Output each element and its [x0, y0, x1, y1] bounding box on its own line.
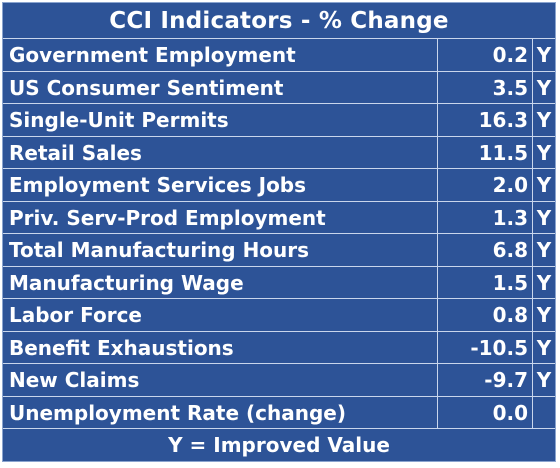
- improved-flag: Y: [532, 104, 555, 136]
- table-row: Manufacturing Wage 1.5 Y: [3, 266, 555, 299]
- improved-flag: Y: [532, 136, 555, 169]
- improved-flag: Y: [532, 266, 555, 299]
- indicator-value: 2.0: [437, 169, 532, 201]
- indicators-table: Government Employment 0.2 Y US Consumer …: [3, 39, 555, 429]
- improved-flag: Y: [532, 364, 555, 396]
- table-title: CCI Indicators - % Change: [3, 3, 555, 39]
- indicator-value: 6.8: [437, 234, 532, 266]
- indicator-value: 16.3: [437, 104, 532, 136]
- improved-flag: Y: [532, 331, 555, 364]
- table-row: Priv. Serv-Prod Employment 1.3 Y: [3, 201, 555, 234]
- legend-footer: Y = Improved Value: [168, 433, 390, 457]
- indicator-value: 0.8: [437, 299, 532, 331]
- table-row: New Claims -9.7 Y: [3, 364, 555, 397]
- indicator-label: Labor Force: [9, 303, 142, 327]
- indicator-value: 0.0: [437, 396, 532, 429]
- indicator-label: Benefit Exhaustions: [9, 335, 234, 360]
- table-row: Benefit Exhaustions -10.5 Y: [3, 331, 555, 364]
- indicator-value: 1.3: [437, 201, 532, 234]
- improved-flag: Y: [532, 234, 555, 266]
- table-row: US Consumer Sentiment 3.5 Y: [3, 71, 555, 104]
- table-row: Retail Sales 11.5 Y: [3, 136, 555, 169]
- table-row: Total Manufacturing Hours 6.8 Y: [3, 234, 555, 267]
- indicator-value: 0.2: [437, 39, 532, 71]
- improved-flag: Y: [532, 201, 555, 234]
- improved-flag: Y: [532, 169, 555, 201]
- indicator-value: 1.5: [437, 266, 532, 299]
- indicator-value: 11.5: [437, 136, 532, 169]
- indicator-label: Government Employment: [9, 43, 296, 67]
- indicator-label: New Claims: [9, 368, 140, 392]
- indicator-label: Unemployment Rate (change): [9, 400, 346, 425]
- indicator-value: -10.5: [437, 331, 532, 364]
- indicator-label: Employment Services Jobs: [9, 173, 307, 197]
- indicator-label: Single-Unit Permits: [9, 108, 229, 132]
- improved-flag: Y: [532, 71, 555, 104]
- improved-flag: [532, 396, 555, 429]
- table-row: Labor Force 0.8 Y: [3, 299, 555, 332]
- table-row: Unemployment Rate (change) 0.0: [3, 396, 555, 429]
- indicator-value: 3.5: [437, 71, 532, 104]
- table-row: Employment Services Jobs 2.0 Y: [3, 169, 555, 202]
- indicator-label: Retail Sales: [9, 140, 142, 165]
- cci-indicators-panel: CCI Indicators - % Change Government Emp…: [2, 2, 556, 462]
- improved-flag: Y: [532, 39, 555, 71]
- indicator-label: Total Manufacturing Hours: [9, 238, 310, 262]
- improved-flag: Y: [532, 299, 555, 331]
- indicator-value: -9.7: [437, 364, 532, 396]
- table-row: Government Employment 0.2 Y: [3, 39, 555, 72]
- indicator-label: Priv. Serv-Prod Employment: [9, 205, 326, 230]
- table-row: Single-Unit Permits 16.3 Y: [3, 104, 555, 137]
- indicator-label: Manufacturing Wage: [9, 270, 244, 295]
- indicator-label: US Consumer Sentiment: [9, 75, 284, 100]
